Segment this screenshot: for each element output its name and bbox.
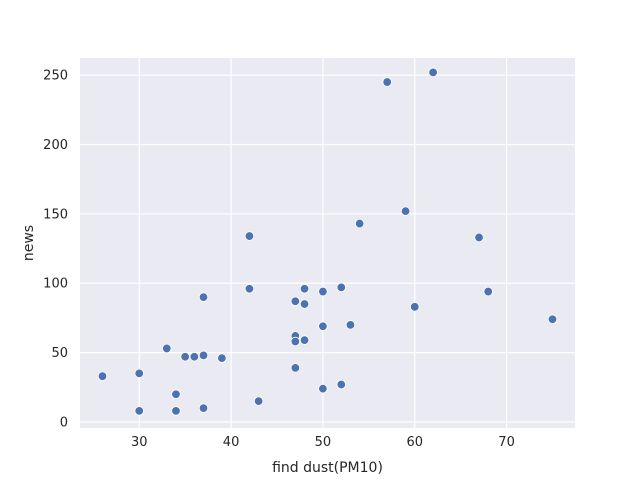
x-axis-label: find dust(PM10) (272, 460, 383, 476)
data-point (97, 371, 108, 381)
data-point (180, 352, 190, 362)
data-point (290, 296, 301, 306)
data-point (244, 231, 255, 241)
y-tick-label: 0 (60, 415, 68, 430)
y-tick-label: 50 (51, 346, 68, 361)
data-point (290, 336, 301, 347)
data-point (474, 232, 484, 243)
data-point (244, 284, 255, 294)
data-point (547, 314, 558, 325)
data-point (354, 218, 365, 229)
data-point (318, 321, 328, 331)
data-point (299, 284, 310, 294)
x-tick-labels: 30 40 50 60 70 (131, 435, 515, 450)
data-point (336, 282, 346, 293)
data-point (198, 403, 209, 413)
data-point (318, 383, 328, 394)
data-point (217, 353, 227, 363)
y-tick-label: 150 (43, 207, 68, 222)
plot-background (80, 58, 575, 428)
y-tick-label: 100 (43, 277, 68, 292)
grid-lines (80, 58, 575, 428)
data-point (198, 292, 209, 302)
y-tick-label: 250 (43, 69, 68, 84)
data-point (253, 396, 264, 406)
data-point (198, 350, 209, 361)
x-tick-label: 50 (315, 435, 332, 450)
data-point (171, 389, 181, 399)
y-tick-labels: 0 50 100 150 200 250 (43, 69, 68, 431)
data-point (134, 368, 144, 379)
data-point (410, 302, 420, 312)
x-tick-label: 30 (131, 435, 148, 450)
data-point (299, 299, 310, 309)
data-points (97, 67, 558, 416)
data-point (345, 320, 356, 330)
data-point (400, 206, 411, 216)
data-point (428, 67, 438, 78)
data-point (189, 352, 200, 362)
y-axis-label: news (21, 225, 37, 261)
x-tick-label: 40 (223, 435, 240, 450)
data-point (299, 335, 310, 345)
data-point (171, 406, 181, 416)
data-point (336, 379, 346, 390)
data-point (483, 286, 493, 297)
data-point (134, 406, 144, 416)
data-point (290, 363, 301, 373)
data-point (162, 343, 172, 354)
data-point (382, 77, 392, 87)
x-tick-label: 70 (498, 435, 515, 450)
data-point (318, 286, 328, 297)
y-tick-label: 200 (43, 138, 68, 153)
x-tick-label: 60 (406, 435, 423, 450)
